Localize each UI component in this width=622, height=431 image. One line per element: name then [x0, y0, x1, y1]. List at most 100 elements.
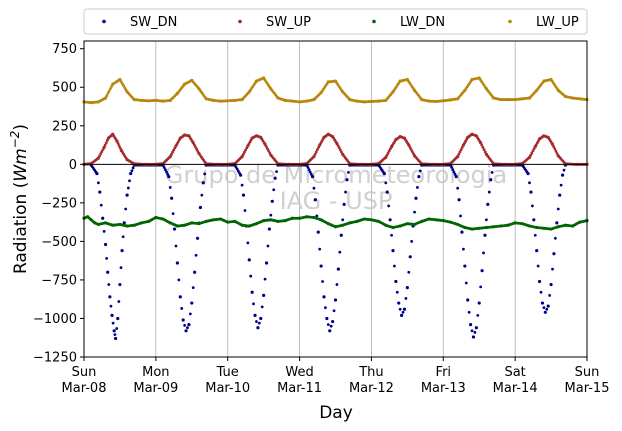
point-sw_dn-fill [260, 305, 264, 309]
legend-marker-sw_up [238, 19, 242, 24]
point-sw_dn-15 [129, 171, 133, 176]
point-lw_up-fill [122, 84, 125, 88]
point-sw_dn-fill [186, 326, 189, 330]
point-sw_dn-fill [545, 307, 549, 311]
point-sw_dn-fill [162, 166, 166, 169]
point-sw_dn-69 [400, 313, 404, 317]
point-sw_dn-fill [487, 190, 491, 194]
point-sw_up-fill [385, 153, 389, 157]
y-axis-label-exponent: −2 [8, 131, 22, 149]
point-sw_dn-60 [345, 178, 349, 182]
point-sw_dn-fill [203, 172, 207, 176]
point-sw_up-fill [313, 152, 317, 156]
point-sw_dn-fill [485, 218, 488, 222]
point-sw_dn-fill [177, 278, 181, 282]
point-sw_dn-fill [321, 280, 324, 283]
x-tick-weekday-7: Sun [575, 365, 600, 380]
point-sw_dn-fill [536, 264, 540, 268]
point-sw_dn-64 [385, 190, 389, 194]
point-sw_dn-44 [270, 199, 274, 203]
point-sw_up-29 [263, 142, 267, 146]
point-sw_dn-fill [308, 170, 312, 174]
point-sw_up-fill [552, 145, 556, 148]
point-sw_dn-48 [310, 175, 315, 179]
point-sw_dn-fill [191, 286, 195, 290]
point-sw_up-fill [103, 143, 107, 147]
y-axis-label-prefix: Radiation ( [11, 182, 31, 274]
point-sw_up-fill [482, 148, 486, 152]
point-sw_dn-fill [124, 207, 128, 211]
x-tick-date-5: Mar-13 [421, 381, 466, 396]
point-sw_dn-102 [552, 252, 556, 256]
plot-frame [83, 40, 588, 358]
point-sw_up-68 [527, 155, 532, 159]
point-sw_dn-25 [187, 323, 191, 327]
point-sw_dn-fill [482, 251, 485, 255]
point-sw_dn-fill [263, 277, 267, 281]
point-sw_dn-63 [382, 171, 386, 176]
point-sw_dn-41 [262, 293, 266, 297]
point-sw_dn-21 [175, 261, 180, 265]
point-sw_dn-fill [542, 306, 546, 310]
point-sw_dn-fill [530, 204, 534, 208]
point-sw_dn-89 [486, 202, 490, 206]
point-sw_dn-87 [480, 269, 484, 273]
point-sw_dn-30 [201, 181, 205, 185]
y-axis-label-unit: Wm [11, 148, 31, 181]
point-lw_up-fill [110, 85, 113, 88]
point-sw_dn-10 [116, 316, 120, 321]
point-sw_dn-37 [250, 290, 254, 294]
y-tick-label-7: −1000 [33, 312, 77, 327]
x-axis: SunMar-08MonMar-09TueMar-10WedMar-11ThuM… [62, 357, 609, 396]
point-sw_dn-68 [397, 301, 401, 305]
point-sw_up-fill [410, 150, 414, 153]
point-sw_dn-1 [95, 171, 99, 176]
point-sw_dn-fill [168, 186, 172, 189]
point-sw_dn-fill [467, 310, 471, 314]
point-sw_dn-14 [125, 193, 129, 197]
point-sw_dn-fill [180, 307, 184, 310]
point-sw_dn-fill [312, 186, 316, 190]
point-sw_dn-43 [267, 227, 271, 231]
point-sw_dn-38 [253, 313, 257, 317]
point-lw_up-fill [120, 82, 124, 86]
point-sw_dn-fill [553, 236, 557, 240]
legend-marker-lw_dn [372, 19, 376, 24]
y-tick-label-1: 500 [52, 81, 77, 96]
point-sw_dn-fill [105, 256, 109, 260]
point-sw_up-2 [96, 156, 100, 160]
point-sw_up-51 [407, 143, 411, 147]
legend-marker-lw_up [508, 19, 512, 24]
legend: SW_DN SW_UP LW_DN LW_UP [83, 8, 588, 35]
point-sw_up-fill [105, 139, 109, 142]
point-sw_up-40 [335, 141, 339, 146]
plot-area: Grupo de Micrometeorologia IAG - USP [82, 40, 589, 358]
point-sw_dn-fill [121, 235, 125, 239]
point-sw_up-fill [171, 150, 174, 154]
point-sw_up-fill [241, 153, 245, 156]
point-sw_up-57 [456, 155, 460, 159]
point-sw_dn-11 [118, 282, 122, 287]
point-sw_up-fill [387, 149, 391, 153]
point-sw_dn-fill [393, 264, 396, 268]
point-sw_dn-fill [473, 330, 477, 334]
point-sw_up-fill [459, 148, 463, 152]
point-sw_dn-fill [109, 304, 113, 308]
point-sw_dn-fill [113, 333, 117, 337]
point-sw_dn-fill [99, 203, 103, 207]
point-sw_dn-40 [259, 316, 263, 321]
point-sw_dn-85 [474, 326, 478, 330]
point-sw_up-fill [172, 148, 176, 152]
point-sw_dn-fill [384, 181, 388, 185]
point-sw_dn-fill [338, 250, 342, 254]
x-tick-weekday-1: Mon [142, 365, 169, 380]
point-lw_up-fill [107, 89, 111, 93]
point-sw_dn-fill [470, 329, 474, 333]
legend-frame [83, 8, 588, 35]
point-sw_dn-fill [416, 186, 419, 189]
point-sw_up-fill [481, 145, 485, 149]
point-sw_dn-fill [318, 247, 322, 251]
point-sw_up-18 [191, 141, 195, 145]
point-sw_dn-18 [167, 175, 171, 179]
x-tick-date-2: Mar-10 [205, 381, 250, 396]
